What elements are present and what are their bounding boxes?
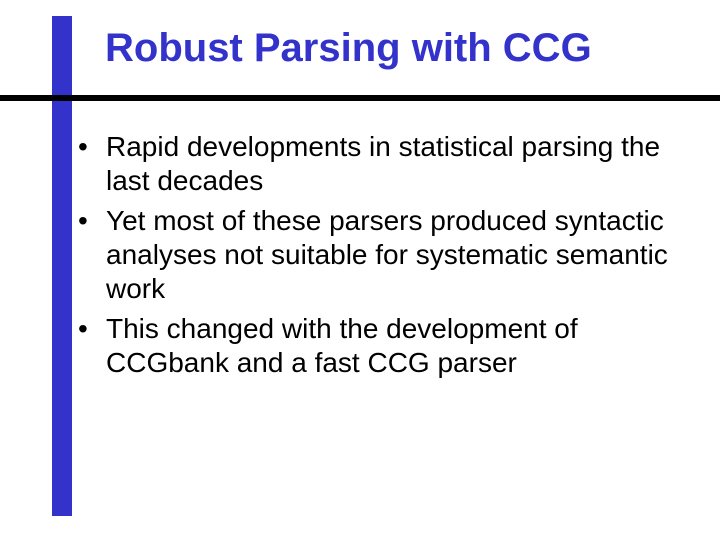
- slide: Robust Parsing with CCG • Rapid developm…: [0, 0, 720, 540]
- bullet-text: This changed with the development of CCG…: [106, 312, 668, 380]
- bullet-marker-icon: •: [78, 130, 106, 164]
- slide-title: Robust Parsing with CCG: [105, 26, 685, 70]
- bullet-text: Yet most of these parsers produced synta…: [106, 204, 668, 306]
- list-item: • This changed with the development of C…: [78, 312, 668, 380]
- bullet-marker-icon: •: [78, 204, 106, 238]
- list-item: • Yet most of these parsers produced syn…: [78, 204, 668, 306]
- list-item: • Rapid developments in statistical pars…: [78, 130, 668, 198]
- slide-body: • Rapid developments in statistical pars…: [78, 130, 668, 386]
- bullet-marker-icon: •: [78, 312, 106, 346]
- bullet-text: Rapid developments in statistical parsin…: [106, 130, 668, 198]
- horizontal-rule: [0, 95, 720, 101]
- vertical-accent-bar: [52, 16, 72, 516]
